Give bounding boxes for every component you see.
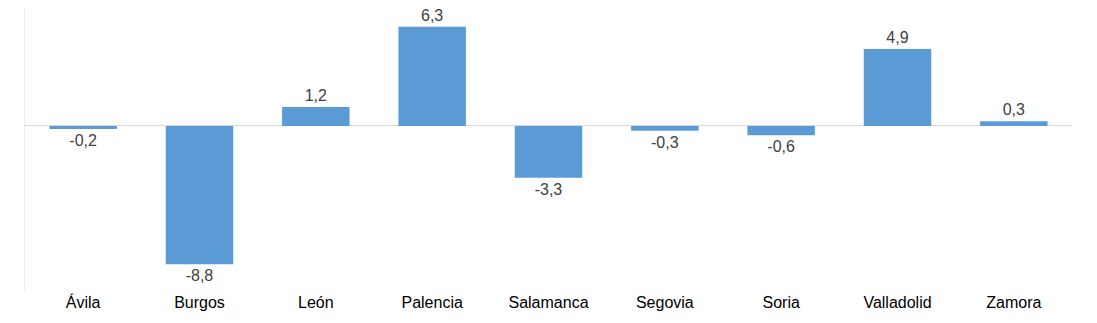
svg-text:1,2: 1,2 bbox=[305, 87, 327, 104]
svg-text:Zamora: Zamora bbox=[986, 294, 1041, 311]
svg-text:-8,8: -8,8 bbox=[186, 267, 214, 284]
svg-text:Soria: Soria bbox=[762, 294, 799, 311]
svg-text:4,9: 4,9 bbox=[886, 29, 908, 46]
svg-text:León: León bbox=[298, 294, 334, 311]
svg-text:-0,2: -0,2 bbox=[69, 132, 97, 149]
svg-text:Segovia: Segovia bbox=[636, 294, 694, 311]
svg-text:-0,3: -0,3 bbox=[651, 134, 679, 151]
svg-text:Burgos: Burgos bbox=[174, 294, 225, 311]
svg-text:0,3: 0,3 bbox=[1003, 101, 1025, 118]
svg-text:Ávila: Ávila bbox=[66, 293, 101, 311]
svg-text:6,3: 6,3 bbox=[421, 7, 443, 24]
svg-text:Salamanca: Salamanca bbox=[508, 294, 588, 311]
svg-text:Palencia: Palencia bbox=[401, 294, 462, 311]
svg-text:-0,6: -0,6 bbox=[767, 138, 795, 155]
svg-text:-3,3: -3,3 bbox=[535, 181, 563, 198]
svg-text:Valladolid: Valladolid bbox=[863, 294, 931, 311]
